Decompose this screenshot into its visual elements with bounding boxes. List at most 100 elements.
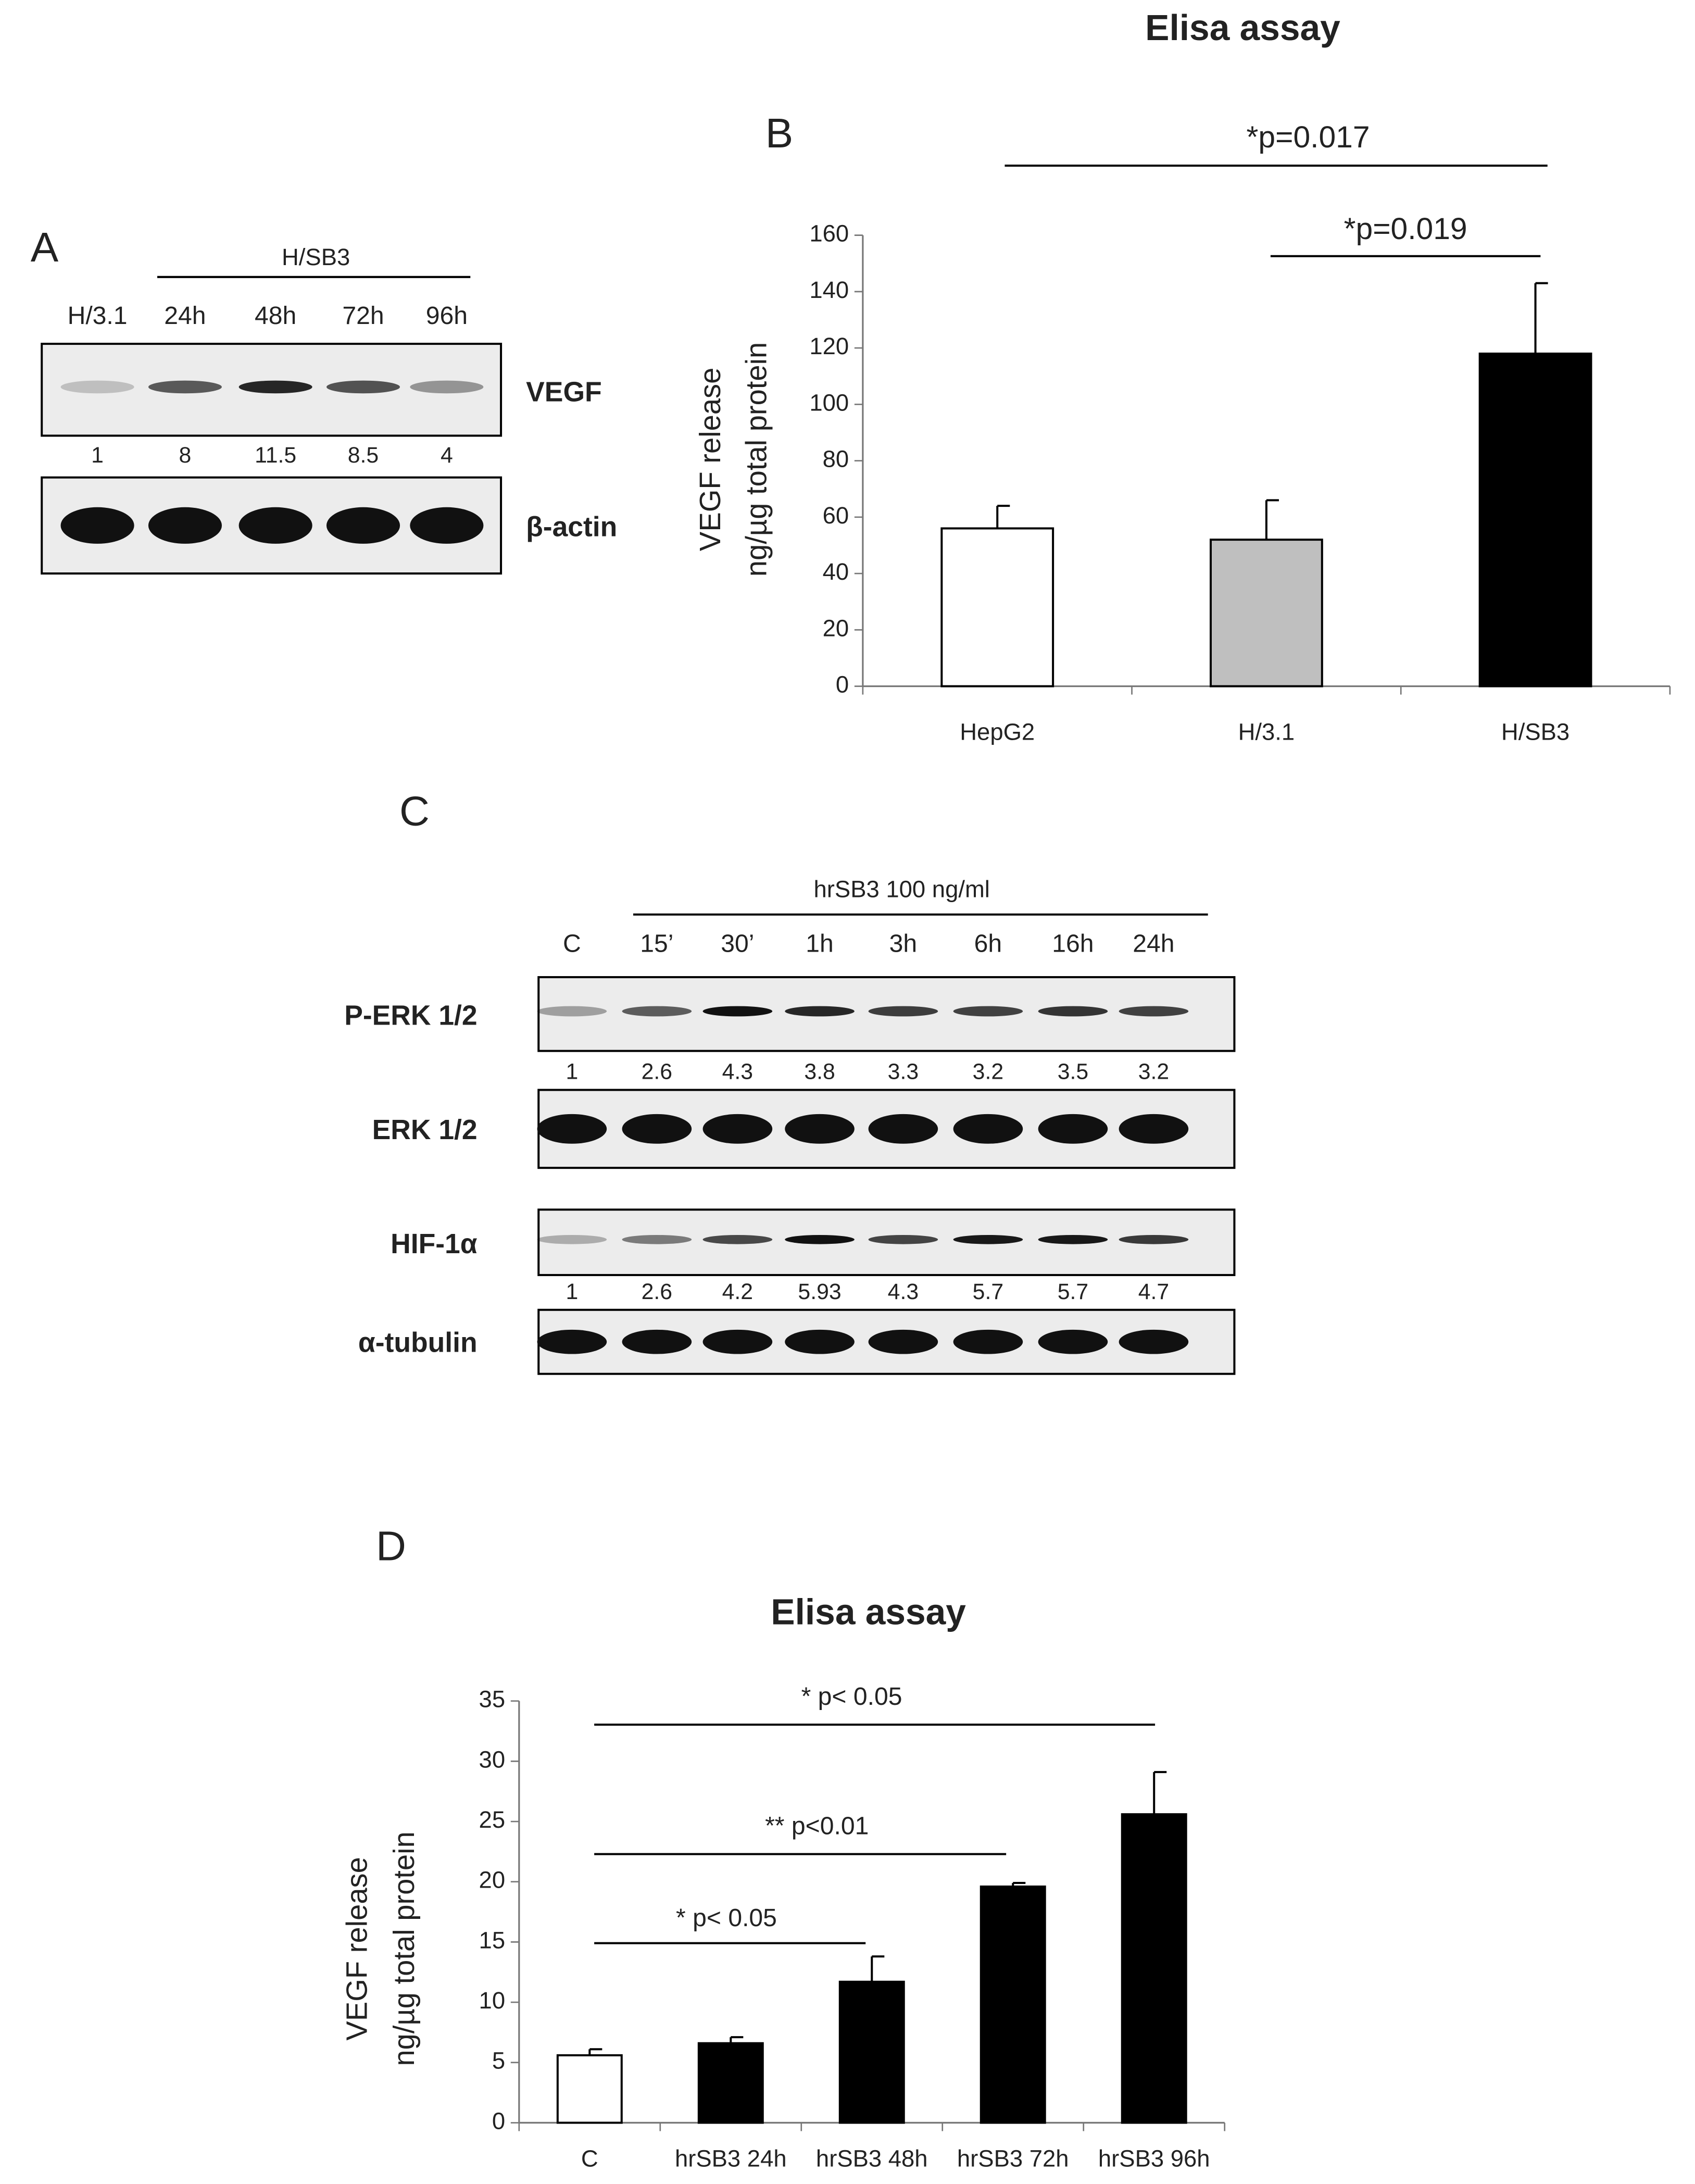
quant-label: 3.5 [1058,1059,1088,1084]
y-axis-label: VEGF release [694,368,726,551]
lane-label: 15’ [640,929,673,957]
y-axis-label: ng/µg total protein [739,342,772,577]
y-axis-label: VEGF release [340,1857,373,2040]
quant-label: 3.2 [1138,1059,1169,1084]
y-tick-label: 100 [809,389,849,416]
blot-label: HIF-1α [391,1229,478,1259]
x-tick-label: hrSB3 72h [957,2145,1069,2172]
y-tick-label: 0 [836,671,849,697]
band [410,507,484,544]
band [537,1006,607,1017]
lane-label: 96h [426,302,468,330]
band [1038,1114,1108,1144]
chart-title: Elisa assay [1145,7,1340,48]
band [622,1329,692,1354]
quant-label: 3.8 [804,1059,835,1084]
blot-label: ERK 1/2 [372,1115,478,1145]
band [702,1006,773,1017]
quant-label: 1 [566,1279,578,1304]
panel-label: A [31,223,59,270]
bar [1121,1813,1187,2124]
lane-label: 24h [164,302,206,330]
group-label: hrSB3 100 ng/ml [814,876,990,902]
band [622,1006,692,1017]
band [1119,1234,1189,1244]
band [148,507,222,544]
quant-label: 4 [441,443,453,468]
x-tick-label: hrSB3 96h [1098,2145,1210,2172]
band [868,1006,938,1017]
chart-title: Elisa assay [771,1591,966,1632]
band [238,380,312,394]
lane-label: 1h [806,929,833,957]
band [868,1114,938,1144]
lane-label: H/3.1 [68,302,128,330]
y-tick-label: 15 [479,1927,506,1953]
quant-label: 4.3 [888,1279,919,1304]
y-tick-label: 40 [823,558,849,585]
band [1119,1114,1189,1144]
lane-label: 48h [255,302,296,330]
band [1119,1329,1189,1354]
y-tick-label: 140 [809,277,849,303]
band [537,1234,607,1244]
band [326,380,400,394]
lane-label: 30’ [721,929,754,957]
group-label: H/SB3 [282,244,350,270]
band [785,1006,855,1017]
blot-label: P-ERK 1/2 [344,1001,477,1031]
y-tick-label: 10 [479,1987,506,2014]
quant-label: 1 [566,1059,578,1084]
bar [980,1885,1046,2124]
band [60,507,134,544]
bar [556,2054,623,2124]
band [953,1234,1023,1244]
y-tick-label: 25 [479,1806,506,1833]
band [785,1114,855,1144]
significance-label: *p=0.017 [1247,120,1370,154]
band [785,1234,855,1244]
band [1038,1006,1108,1017]
band [1038,1329,1108,1354]
significance-label: * p< 0.05 [801,1682,902,1711]
lane-label: 16h [1052,929,1094,957]
band [326,507,400,544]
band [702,1114,773,1144]
bar [1478,352,1592,688]
band [868,1234,938,1244]
y-tick-label: 20 [479,1867,506,1893]
y-tick-label: 0 [492,2107,505,2134]
y-axis-label: ng/µg total protein [387,1831,420,2066]
band [702,1234,773,1244]
band [238,507,312,544]
quant-label: 8 [179,443,192,468]
quant-label: 5.7 [1058,1279,1088,1304]
y-tick-label: 5 [492,2048,505,2074]
y-tick-label: 80 [823,446,849,472]
quant-label: 11.5 [255,443,296,468]
quant-label: 1 [91,443,104,468]
quant-label: 4.2 [722,1279,753,1304]
bar [1209,539,1323,688]
quant-label: 3.3 [888,1059,919,1084]
quant-label: 4.7 [1138,1279,1169,1304]
bar [838,1980,905,2124]
lane-label: 72h [342,302,384,330]
quant-label: 5.93 [798,1279,841,1304]
quant-label: 8.5 [348,443,379,468]
blot-label: VEGF [526,377,602,407]
band [953,1114,1023,1144]
band [148,380,222,394]
quant-label: 5.7 [973,1279,1003,1304]
x-tick-label: HepG2 [960,718,1035,745]
y-tick-label: 60 [823,502,849,529]
band [1119,1006,1189,1017]
bar [940,527,1054,688]
significance-label: *p=0.019 [1344,212,1467,246]
quant-label: 2.6 [642,1059,672,1084]
band [537,1329,607,1354]
y-tick-label: 35 [479,1686,506,1713]
x-tick-label: hrSB3 48h [816,2145,928,2172]
band [622,1234,692,1244]
band [702,1329,773,1354]
